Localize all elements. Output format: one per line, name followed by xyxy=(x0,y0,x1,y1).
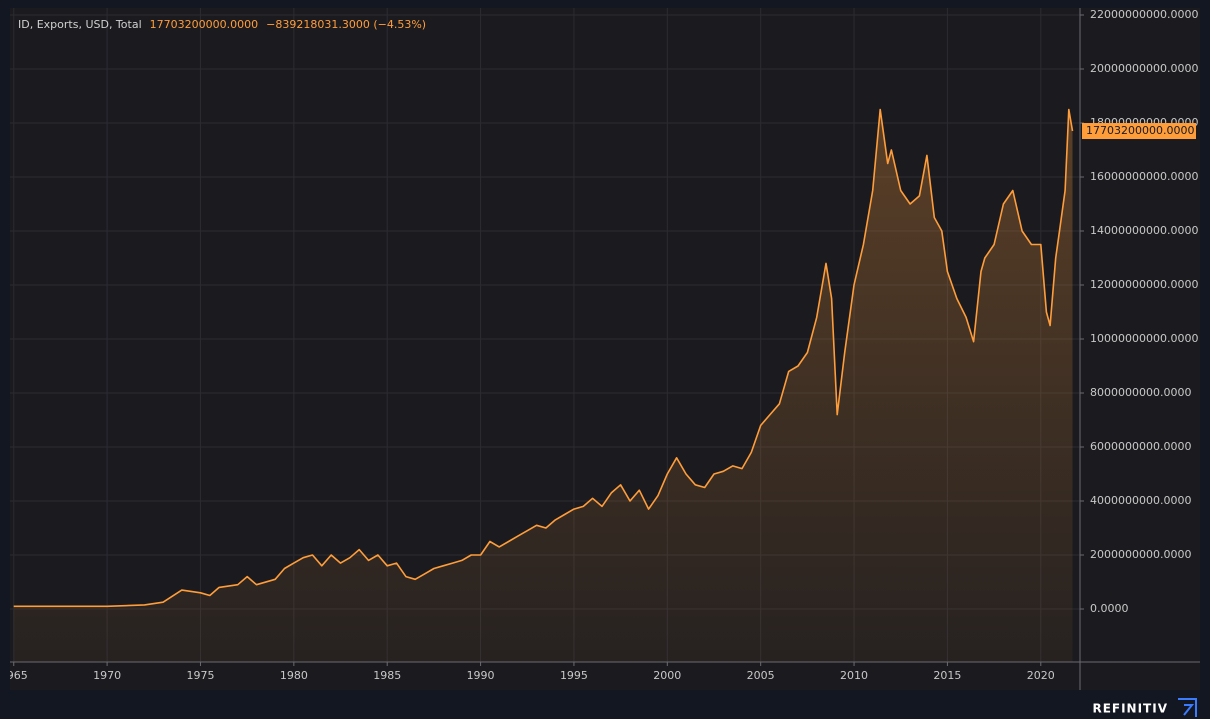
y-tick-label: 12000000000.0000 xyxy=(1090,278,1198,291)
y-tick-label: 10000000000.0000 xyxy=(1090,332,1198,345)
y-tick-label: 16000000000.0000 xyxy=(1090,170,1198,183)
x-tick-label: 1975 xyxy=(186,669,214,682)
x-tick-label: 1985 xyxy=(373,669,401,682)
plot-area xyxy=(10,8,1080,662)
x-tick-label: 1990 xyxy=(467,669,495,682)
last-value-label: 17703200000.0000 xyxy=(1086,124,1194,137)
last-value-box xyxy=(1082,123,1196,140)
x-tick-label: 2010 xyxy=(840,669,868,682)
y-tick-label: 6000000000.0000 xyxy=(1090,440,1191,453)
x-tick-label: 1980 xyxy=(280,669,308,682)
x-tick-label: 2020 xyxy=(1027,669,1055,682)
y-tick-label: 8000000000.0000 xyxy=(1090,386,1191,399)
x-tick-label: 1995 xyxy=(560,669,588,682)
y-tick-label: 4000000000.0000 xyxy=(1090,494,1191,507)
x-tick-label: 1970 xyxy=(93,669,121,682)
x-tick-label: 2000 xyxy=(653,669,681,682)
brand: REFINITIV xyxy=(1092,702,1168,716)
y-tick-label: 0.0000 xyxy=(1090,602,1129,615)
y-tick-label: 2000000000.0000 xyxy=(1090,548,1191,561)
change-value: −839218031.3000 (−4.53%) xyxy=(266,18,426,31)
axes: 1965 1970 1975 1980 1985 1990 1995 2000 2005 2010… xyxy=(0,662,1055,682)
y-tick-label: 14000000000.0000 xyxy=(1090,224,1198,237)
series-line xyxy=(13,108,1074,608)
y-tick-label: 20000000000.0000 xyxy=(1090,62,1198,75)
x-tick-label: 1965 xyxy=(0,669,28,682)
area-fill xyxy=(13,109,1073,662)
x-tick-label: 2005 xyxy=(747,669,775,682)
last-value: 17703200000.0000 xyxy=(150,18,258,31)
brand-logo xyxy=(1178,698,1197,717)
symbol: ID, Exports, USD, Total xyxy=(18,18,142,31)
y-tick-label: 22000000000.0000 xyxy=(1090,8,1198,21)
x-tick-label: 2015 xyxy=(933,669,961,682)
